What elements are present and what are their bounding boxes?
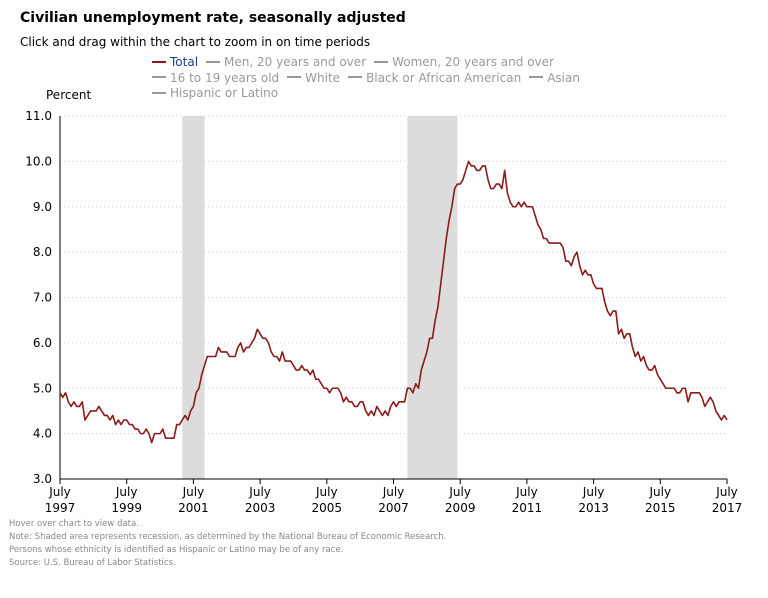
legend-label: Hispanic or Latino <box>170 86 279 100</box>
x-tick-month: July <box>315 485 338 499</box>
chart-notes: Hover over chart to view data. Note: Shad… <box>9 518 446 570</box>
x-tick-year: 2011 <box>512 501 543 515</box>
y-tick-label: 3.0 <box>33 472 52 486</box>
legend-swatch <box>374 60 389 63</box>
legend-swatch <box>287 76 302 78</box>
chart-legend: Total Men, 20 years and over Women, 20 yea… <box>152 55 612 102</box>
legend-label: 16 to 19 years old <box>170 70 280 85</box>
y-tick-label: 6.0 <box>33 336 52 350</box>
chart-plot[interactable]: 3.0 4.0 5.0 6.0 7.0 8.0 9.0 10.0 11.0 July 1997 Jul… <box>0 0 768 520</box>
legend-swatch <box>152 76 166 78</box>
x-tick-month: July <box>248 485 271 499</box>
y-tick-label: 9.0 <box>33 200 52 214</box>
legend-item-total[interactable]: Total <box>152 55 198 71</box>
x-tick-year: 2003 <box>245 501 276 515</box>
y-tick-label: 4.0 <box>33 427 52 441</box>
x-tick-year: 2007 <box>378 501 409 515</box>
legend-swatch <box>152 91 166 94</box>
y-tick-label: 8.0 <box>33 245 52 259</box>
x-tick-year: 2005 <box>312 501 343 515</box>
x-tick-month: July <box>115 485 138 499</box>
x-tick-month: July <box>382 485 405 499</box>
x-tick-year: 2009 <box>445 501 476 515</box>
legend-label: Total <box>170 55 199 69</box>
legend-label: White <box>305 70 341 85</box>
legend-item-white[interactable]: White <box>287 71 340 87</box>
x-tick-month: July <box>515 485 538 499</box>
y-tick-label: 5.0 <box>33 381 52 395</box>
grid-layer <box>60 115 727 435</box>
legend-item-16-to-19-years-old[interactable]: 16 to 19 years old <box>152 71 279 87</box>
legend-item-asian[interactable]: Asian <box>529 71 580 87</box>
x-tick-month: July <box>649 485 672 499</box>
legend-item-men-20-years-and-over[interactable]: Men, 20 years and over <box>206 55 366 71</box>
y-tick-label: 11.0 <box>25 109 52 123</box>
x-tick-year: 2013 <box>578 501 609 515</box>
x-tick-year: 2001 <box>178 501 209 515</box>
x-tick-year: 1997 <box>45 501 76 515</box>
x-tick-month: July <box>182 485 205 499</box>
x-tick-year: 1999 <box>111 501 142 515</box>
legend-swatch <box>152 60 166 63</box>
series-layer[interactable] <box>59 160 728 444</box>
legend-label: Women, 20 years and over <box>392 55 554 69</box>
recession-shade <box>182 116 205 479</box>
legend-swatch <box>348 76 363 78</box>
x-tick-month: July <box>448 485 471 499</box>
x-tick-month: July <box>48 485 71 499</box>
series-line-total[interactable] <box>59 160 728 444</box>
x-tick-year: 2017 <box>712 501 743 515</box>
x-tick-month: July <box>582 485 605 499</box>
chart-note: Source: U.S. Bureau of Labor Statistics. <box>9 558 176 568</box>
legend-item-black-or-african-american[interactable]: Black or African American <box>348 71 521 87</box>
chart-note: Hover over chart to view data. <box>9 519 139 529</box>
y-tick-label: 10.0 <box>25 154 52 168</box>
legend-label: Asian <box>547 70 580 85</box>
legend-item-women-20-years-and-over[interactable]: Women, 20 years and over <box>374 55 554 71</box>
x-tick-month: July <box>715 485 738 499</box>
chart-note: Note: Shaded area represents recession, … <box>9 532 447 542</box>
chart-note: Persons whose ethnicity is identified as… <box>9 545 344 555</box>
legend-swatch <box>206 60 221 63</box>
y-tick-label: 7.0 <box>33 291 52 305</box>
chart-title: Civilian unemployment rate, seasonally a… <box>20 10 406 26</box>
legend-item-hispanic-or-latino[interactable]: Hispanic or Latino <box>152 86 278 102</box>
y-axis-label: Percent <box>46 88 92 102</box>
chart-subtitle: Click and drag within the chart to zoom … <box>20 35 371 49</box>
legend-label: Men, 20 years and over <box>224 55 367 69</box>
axis-layer: 3.0 4.0 5.0 6.0 7.0 8.0 9.0 10.0 11.0 July 1997 Jul… <box>25 109 742 515</box>
legend-swatch <box>529 76 544 78</box>
legend-label: Black or African American <box>366 70 522 85</box>
x-tick-year: 2015 <box>645 501 676 515</box>
